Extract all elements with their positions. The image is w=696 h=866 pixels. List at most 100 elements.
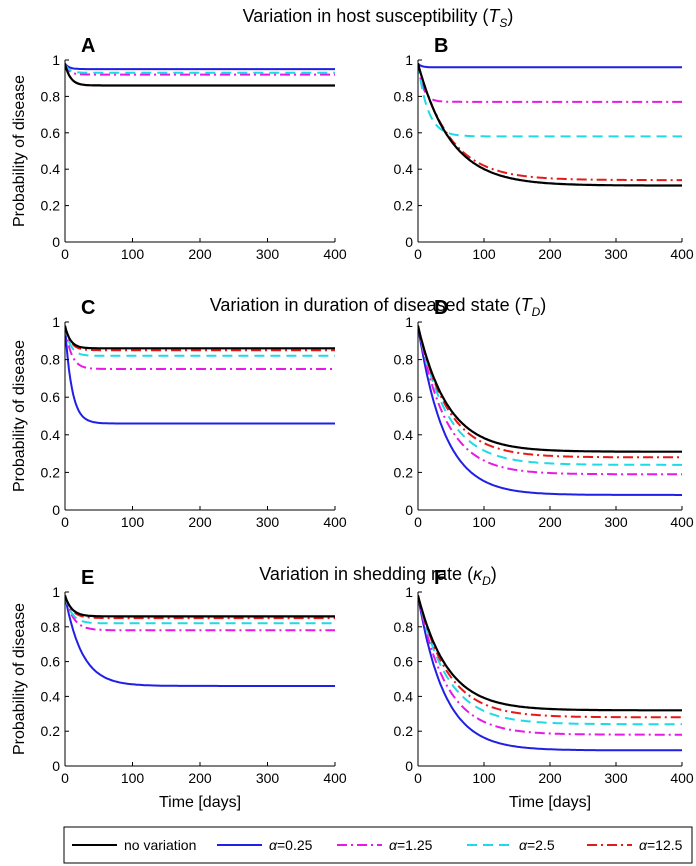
y-axis-label: Probability of disease xyxy=(11,75,28,227)
panel-letter: C xyxy=(81,297,95,319)
series-line xyxy=(418,595,682,752)
series-line xyxy=(418,62,682,69)
x-tick-label: 300 xyxy=(256,514,280,530)
x-tick-label: 300 xyxy=(256,246,280,262)
series-line xyxy=(65,325,335,357)
y-tick-label: 1 xyxy=(52,52,60,68)
y-tick-label: 0.4 xyxy=(394,688,414,704)
y-tick-label: 0.8 xyxy=(41,352,61,368)
panel-f: 0 100 200 300 400 0 0.2 0.4 0.6 0.8 1 F xyxy=(394,567,694,786)
panel-letter: E xyxy=(81,567,94,589)
series-line xyxy=(65,595,335,687)
x-axis-label: Time [days] xyxy=(509,794,591,811)
x-tick-label: 0 xyxy=(61,246,69,262)
x-tick-label: 200 xyxy=(188,770,212,786)
y-tick-label: 0.6 xyxy=(394,654,414,670)
panel-letter: B xyxy=(434,35,448,57)
y-tick-label: 0.8 xyxy=(394,619,414,635)
y-tick-label: 0.2 xyxy=(41,723,61,739)
x-tick-label: 300 xyxy=(604,514,628,530)
panel-e: 0 100 200 300 400 0 0.2 0.4 0.6 0.8 1 E xyxy=(41,567,347,786)
x-tick-label: 400 xyxy=(323,770,347,786)
y-tick-label: 0.6 xyxy=(394,389,414,405)
series-line xyxy=(418,63,682,187)
x-axis-label: Time [days] xyxy=(159,794,241,811)
series-line xyxy=(65,595,335,625)
x-tick-label: 200 xyxy=(538,770,562,786)
y-tick-label: 0.2 xyxy=(394,198,414,214)
series-line xyxy=(418,63,682,182)
y-tick-label: 1 xyxy=(52,584,60,600)
x-tick-label: 300 xyxy=(604,770,628,786)
section-title: Variation in shedding rate (κD) xyxy=(259,564,496,588)
y-tick-label: 0.6 xyxy=(41,389,61,405)
legend: no variation α=0.25 α=1.25 α=2.5 α=12.5 xyxy=(63,826,693,864)
x-tick-label: 200 xyxy=(188,246,212,262)
series-line xyxy=(65,595,335,618)
x-tick-label: 0 xyxy=(414,246,422,262)
panel-b: 0 100 200 300 400 0 0.2 0.4 0.6 0.8 1 B xyxy=(394,35,694,262)
series-line xyxy=(418,325,682,496)
y-tick-label: 1 xyxy=(52,314,60,330)
y-tick-label: 0 xyxy=(405,502,413,518)
y-tick-label: 0.6 xyxy=(41,125,61,141)
legend-label: α=0.25 xyxy=(269,837,313,853)
x-tick-label: 400 xyxy=(670,246,694,262)
x-tick-label: 200 xyxy=(538,246,562,262)
legend-label: α=1.25 xyxy=(389,837,433,853)
series-line xyxy=(418,325,682,476)
x-tick-label: 400 xyxy=(323,514,347,530)
y-tick-label: 1 xyxy=(405,584,413,600)
x-tick-label: 100 xyxy=(121,770,145,786)
y-tick-label: 0 xyxy=(405,758,413,774)
y-tick-label: 0 xyxy=(52,234,60,250)
series-line xyxy=(65,595,335,620)
series-line xyxy=(65,325,335,425)
y-tick-label: 0.2 xyxy=(394,723,414,739)
x-tick-label: 100 xyxy=(121,246,145,262)
y-tick-label: 0.6 xyxy=(394,125,414,141)
legend-label: no variation xyxy=(124,837,196,853)
y-axis-label: Probability of disease xyxy=(11,340,28,492)
series-line xyxy=(418,63,682,103)
series-line xyxy=(418,595,682,736)
series-line xyxy=(65,595,335,632)
series-line xyxy=(418,595,682,719)
y-tick-label: 0.2 xyxy=(394,464,414,480)
y-tick-label: 0 xyxy=(52,758,60,774)
x-tick-label: 0 xyxy=(61,770,69,786)
x-tick-label: 400 xyxy=(323,246,347,262)
x-tick-label: 100 xyxy=(472,514,496,530)
y-tick-label: 0.4 xyxy=(41,688,61,704)
y-tick-label: 1 xyxy=(405,52,413,68)
series-line xyxy=(418,325,682,453)
series-line xyxy=(65,325,335,352)
series-line xyxy=(65,63,335,87)
x-tick-label: 100 xyxy=(472,246,496,262)
x-tick-label: 0 xyxy=(414,514,422,530)
x-tick-label: 200 xyxy=(188,514,212,530)
y-tick-label: 0.4 xyxy=(41,427,61,443)
panel-a: 0 100 200 300 400 0 0.2 0.4 0.6 0.8 1 A xyxy=(41,35,347,262)
panel-letter: D xyxy=(434,297,448,319)
series-line xyxy=(65,62,335,71)
y-tick-label: 1 xyxy=(405,314,413,330)
panel-d: 0 100 200 300 400 0 0.2 0.4 0.6 0.8 1 D xyxy=(394,297,694,530)
y-tick-label: 0.4 xyxy=(41,161,61,177)
panel-c: 0 100 200 300 400 0 0.2 0.4 0.6 0.8 1 C xyxy=(41,297,347,530)
y-tick-label: 0.4 xyxy=(394,427,414,443)
y-axis-label: Probability of disease xyxy=(11,603,28,755)
series-line xyxy=(418,325,682,459)
section-title: Variation in host susceptibility (TS) xyxy=(243,6,514,30)
x-tick-label: 200 xyxy=(538,514,562,530)
y-tick-label: 0.2 xyxy=(41,464,61,480)
x-tick-label: 400 xyxy=(670,770,694,786)
series-line xyxy=(65,325,335,350)
y-tick-label: 0.6 xyxy=(41,654,61,670)
y-tick-label: 0 xyxy=(52,502,60,518)
legend-label: α=2.5 xyxy=(519,837,555,853)
series-line xyxy=(65,325,335,370)
x-tick-label: 0 xyxy=(61,514,69,530)
y-tick-label: 0.2 xyxy=(41,198,61,214)
